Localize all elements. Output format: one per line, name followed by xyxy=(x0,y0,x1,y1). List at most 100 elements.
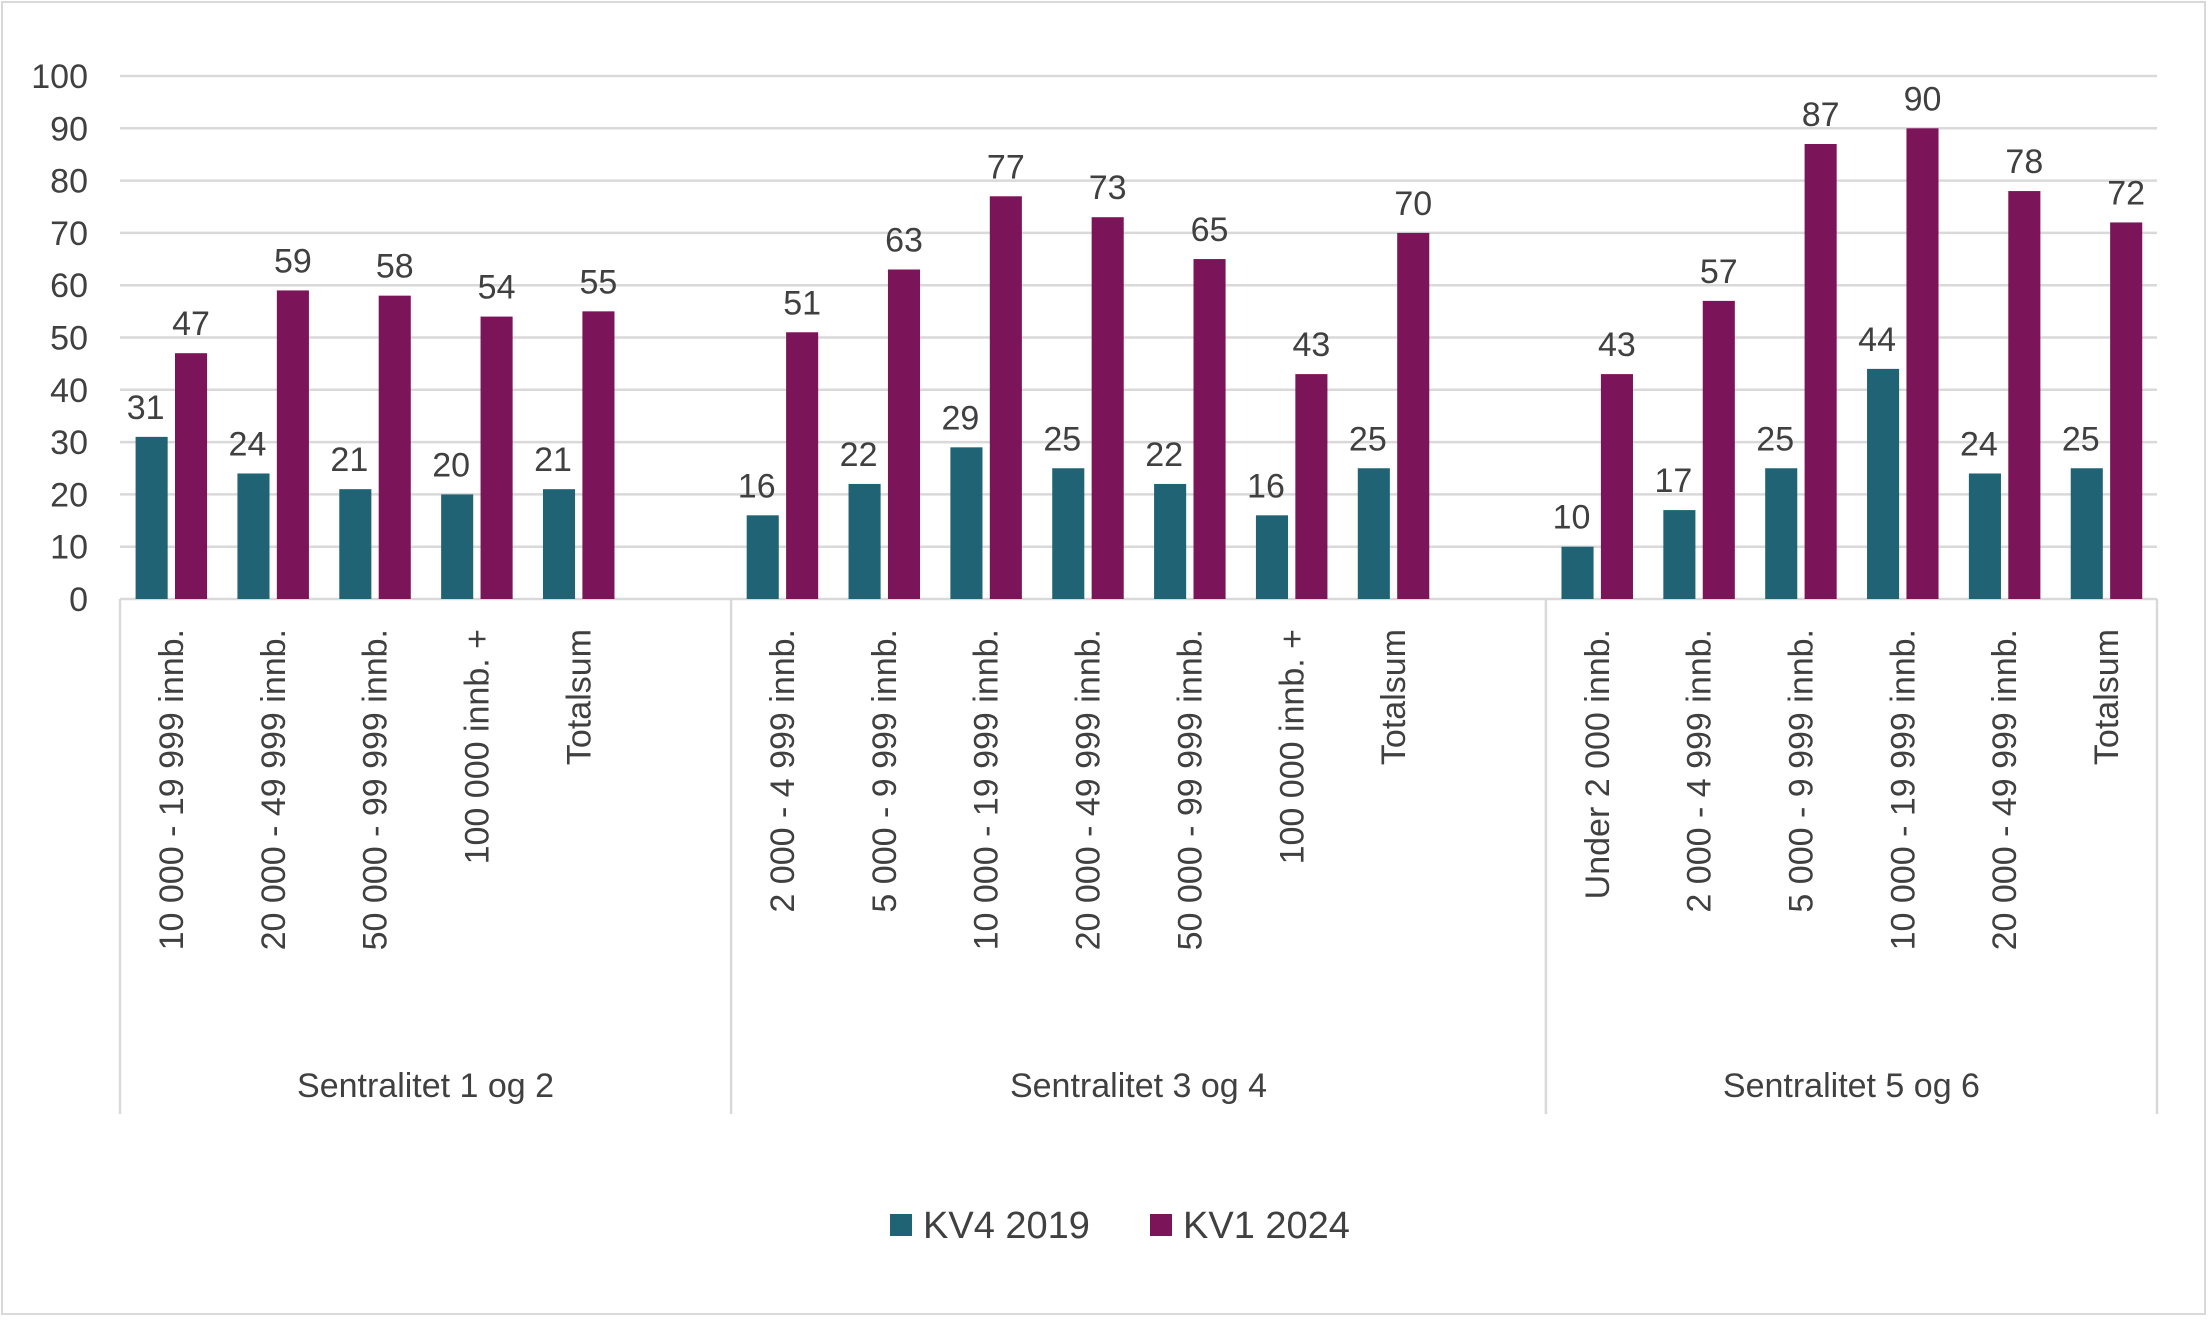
data-label: 10 xyxy=(1553,499,1591,537)
bar-kv4-2019 xyxy=(2070,468,2103,599)
bar-kv4-2019 xyxy=(1255,515,1289,599)
data-label: 73 xyxy=(1089,169,1127,207)
bar-kv1-2024 xyxy=(1193,259,1226,599)
data-label: 72 xyxy=(2107,174,2145,212)
bar-kv1-2024 xyxy=(786,332,819,599)
legend-swatch xyxy=(1150,1214,1172,1236)
x-tick-label: 20 000 - 49 999 innb. xyxy=(255,629,293,950)
bar-kv1-2024 xyxy=(1804,143,1837,600)
bar-kv4-2019 xyxy=(1867,368,1900,599)
bar-kv4-2019 xyxy=(339,489,372,599)
data-label: 87 xyxy=(1802,96,1840,134)
bar-kv4-2019 xyxy=(542,489,576,599)
legend-swatch xyxy=(890,1214,912,1236)
bar-kv4-2019 xyxy=(1561,546,1594,599)
y-tick-label: 30 xyxy=(50,424,88,462)
x-tick-label: 20 000 - 49 999 innb. xyxy=(1986,629,2024,950)
data-label: 63 xyxy=(885,222,923,260)
bar-kv1-2024 xyxy=(480,316,513,599)
y-tick-label: 0 xyxy=(69,581,88,619)
x-tick-label: 100 000 innb. + xyxy=(458,629,496,864)
data-label: 25 xyxy=(1043,420,1081,458)
bar-kv1-2024 xyxy=(1295,374,1328,599)
x-tick-label: Totalsum xyxy=(2088,629,2126,765)
data-label: 59 xyxy=(274,242,312,280)
data-label: 16 xyxy=(1247,467,1285,505)
data-label: 55 xyxy=(580,263,618,301)
bar-kv4-2019 xyxy=(1357,468,1390,599)
bar-kv1-2024 xyxy=(2008,191,2041,599)
data-label: 25 xyxy=(2062,420,2100,458)
bar-kv4-2019 xyxy=(237,473,270,599)
data-label: 43 xyxy=(1292,326,1330,364)
x-tick-label: 100 000 innb. + xyxy=(1273,629,1311,864)
bar-kv4-2019 xyxy=(1154,483,1187,599)
data-label: 21 xyxy=(330,441,368,479)
data-label: 43 xyxy=(1598,326,1636,364)
data-label: 44 xyxy=(1858,321,1896,359)
x-tick-label: 10 000 - 19 999 innb. xyxy=(1884,629,1922,950)
bar-kv4-2019 xyxy=(1765,468,1798,599)
data-label: 65 xyxy=(1191,211,1229,249)
bar-kv1-2024 xyxy=(1091,217,1124,599)
bar-kv1-2024 xyxy=(582,311,615,599)
bar-kv1-2024 xyxy=(276,290,309,599)
bar-kv4-2019 xyxy=(746,515,779,599)
x-tick-label: Under 2 000 innb. xyxy=(1579,629,1617,899)
bar-kv4-2019 xyxy=(1052,468,1085,599)
data-label: 24 xyxy=(229,425,267,463)
data-label: 51 xyxy=(783,284,821,322)
x-tick-label: 50 000 - 99 999 innb. xyxy=(357,629,395,950)
x-tick-label: 2 000 - 4 999 innb. xyxy=(764,629,802,913)
y-tick-label: 60 xyxy=(50,267,88,305)
data-label: 25 xyxy=(1756,420,1794,458)
data-label: 78 xyxy=(2005,143,2043,181)
x-tick-label: 10 000 - 19 999 innb. xyxy=(153,629,191,950)
data-label: 47 xyxy=(172,305,210,343)
group-label: Sentralitet 5 og 6 xyxy=(1723,1067,1980,1105)
x-tick-label: 5 000 - 9 999 innb. xyxy=(866,629,904,913)
x-tick-label: 20 000 - 49 999 innb. xyxy=(1070,629,1108,950)
bar-kv1-2024 xyxy=(887,269,921,599)
group-label: Sentralitet 3 og 4 xyxy=(1010,1067,1267,1105)
data-label: 29 xyxy=(942,399,980,437)
x-tick-label: Totalsum xyxy=(1375,629,1413,765)
data-label: 22 xyxy=(1145,436,1183,474)
y-tick-label: 10 xyxy=(50,529,88,567)
bar-kv1-2024 xyxy=(2110,222,2143,599)
data-label: 20 xyxy=(432,446,470,484)
legend-label: KV1 2024 xyxy=(1183,1205,1350,1247)
bar-kv1-2024 xyxy=(1397,232,1430,599)
bar-kv1-2024 xyxy=(1702,300,1735,599)
y-tick-label: 80 xyxy=(50,163,88,201)
bar-kv4-2019 xyxy=(1663,510,1696,599)
data-label: 16 xyxy=(738,467,776,505)
x-tick-label: 2 000 - 4 999 innb. xyxy=(1681,629,1719,913)
x-tick-label: 50 000 - 99 999 innb. xyxy=(1171,629,1209,950)
y-tick-label: 20 xyxy=(50,476,88,514)
bar-kv1-2024 xyxy=(174,353,208,599)
group-label: Sentralitet 1 og 2 xyxy=(297,1067,554,1105)
data-label: 24 xyxy=(1960,425,1998,463)
bar-kv4-2019 xyxy=(441,494,474,599)
y-tick-label: 70 xyxy=(50,215,88,253)
data-label: 57 xyxy=(1700,253,1738,291)
y-tick-label: 90 xyxy=(50,110,88,148)
data-label: 70 xyxy=(1394,185,1432,223)
bar-kv4-2019 xyxy=(950,447,983,599)
data-label: 21 xyxy=(534,441,572,479)
bar-kv1-2024 xyxy=(1906,128,1939,600)
x-tick-label: 5 000 - 9 999 innb. xyxy=(1783,629,1821,913)
x-tick-label: Totalsum xyxy=(560,629,598,765)
bar-kv4-2019 xyxy=(1968,473,2001,599)
data-label: 54 xyxy=(478,269,516,307)
bar-kv1-2024 xyxy=(378,295,411,599)
bar-kv4-2019 xyxy=(848,483,881,599)
x-tick-label: 10 000 - 19 999 innb. xyxy=(968,629,1006,950)
data-label: 31 xyxy=(127,389,165,427)
data-label: 58 xyxy=(376,248,414,286)
data-label: 77 xyxy=(987,148,1025,186)
y-tick-label: 40 xyxy=(50,372,88,410)
